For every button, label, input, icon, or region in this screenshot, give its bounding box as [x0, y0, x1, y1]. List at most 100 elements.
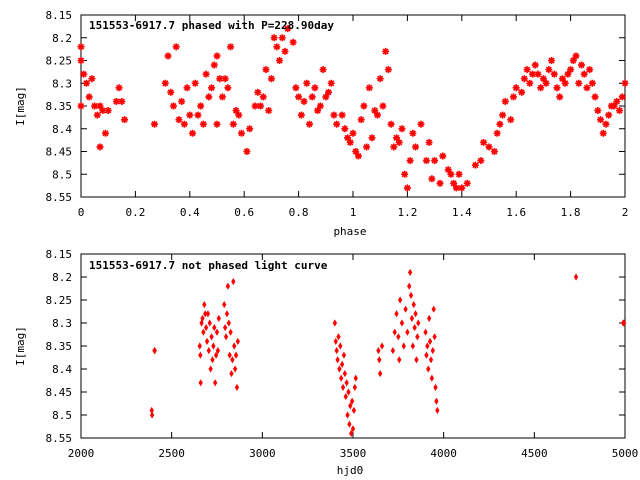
phased-data-point — [550, 70, 558, 78]
phased-x-tick-label: 1 — [350, 206, 357, 219]
phased-data-point — [85, 93, 93, 101]
phased-data-point — [161, 79, 169, 87]
phased-data-point — [322, 93, 330, 101]
unphased-data-point — [433, 383, 438, 391]
phased-data-point — [232, 107, 240, 115]
phased-data-point — [262, 66, 270, 74]
phased-data-point — [175, 116, 183, 124]
phased-data-point — [338, 111, 346, 119]
unphased-x-tick-label: 2500 — [158, 447, 185, 460]
phased-data-point — [452, 184, 460, 192]
phased-data-point — [444, 166, 452, 174]
phased-data-point — [561, 79, 569, 87]
unphased-data-point — [226, 319, 231, 327]
unphased-data-point — [235, 337, 241, 345]
unphased-data-point — [397, 296, 403, 304]
phased-data-point — [425, 138, 433, 146]
unphased-data-point — [223, 324, 228, 332]
phased-data-point — [499, 111, 507, 119]
unphased-data-point — [207, 319, 212, 327]
unphased-data-point — [424, 351, 429, 359]
unphased-data-point — [415, 333, 420, 341]
phased-data-point — [575, 79, 583, 87]
unphased-data-point — [232, 365, 238, 373]
phased-data-point — [237, 129, 245, 137]
phased-data-points — [77, 25, 629, 192]
phased-data-point — [447, 170, 455, 178]
phased-data-point — [224, 84, 232, 92]
unphased-data-point — [423, 328, 428, 336]
phased-data-point — [82, 79, 90, 87]
phased-data-point — [235, 111, 243, 119]
phased-data-point — [354, 152, 362, 160]
phased-y-tick-label: 8.2 — [52, 32, 72, 45]
phased-data-point — [621, 79, 629, 87]
phased-data-point — [417, 120, 425, 128]
unphased-data-point — [152, 347, 157, 355]
phased-data-point — [172, 43, 180, 51]
phased-data-point — [257, 102, 265, 110]
unphased-data-point — [410, 342, 415, 350]
unphased-data-point — [228, 328, 233, 336]
phased-data-point — [104, 107, 112, 115]
unphased-data-point — [399, 319, 405, 327]
phased-data-point — [178, 97, 186, 105]
unphased-data-point — [225, 282, 231, 290]
phased-data-point — [292, 84, 300, 92]
phased-plot: 0 0.2 0.4 0.6 0.8 1 1.2 1.4 1.6 1.8 2 8.158.28.258… — [14, 9, 629, 238]
phased-data-point — [295, 93, 303, 101]
unphased-data-point — [338, 342, 343, 350]
phased-x-tick-label: 0.2 — [125, 206, 145, 219]
unphased-data-point — [352, 383, 357, 391]
phased-data-point — [490, 148, 498, 155]
phased-y-tick-labels: 8.15 8.2 8.25 8.3 8.35 8.4 8.45 8.5 8.55 — [46, 9, 73, 204]
phased-y-tick-label: 8.4 — [52, 123, 72, 136]
phased-data-point — [395, 138, 403, 146]
unphased-data-point — [203, 324, 209, 332]
phased-x-tick-label: 1.2 — [397, 206, 417, 219]
phased-data-point — [96, 143, 104, 151]
unphased-data-point — [204, 337, 210, 345]
unphased-data-point — [407, 282, 412, 290]
phased-y-tick-label: 8.45 — [46, 146, 73, 159]
phased-data-point — [520, 75, 528, 83]
phased-data-point — [205, 93, 213, 101]
phased-data-point — [398, 125, 406, 133]
phased-data-point — [180, 120, 188, 128]
phased-y-tick-label: 8.25 — [46, 55, 73, 68]
unphased-y-tick-label: 8.45 — [46, 386, 73, 399]
phased-data-point — [112, 97, 120, 105]
unphased-y-axis-title: I[mag] — [14, 326, 27, 366]
phased-data-point — [463, 179, 471, 187]
phased-data-point — [586, 66, 594, 74]
phased-data-point — [213, 120, 221, 128]
unphased-data-point — [337, 365, 342, 373]
phased-data-point — [384, 66, 392, 74]
phased-data-point — [88, 75, 96, 83]
phased-y-tick-label: 8.55 — [46, 191, 73, 204]
phased-data-point — [341, 125, 349, 133]
unphased-x-tick-label: 4500 — [521, 447, 548, 460]
phased-data-point — [390, 143, 398, 151]
unphased-data-points — [149, 268, 627, 437]
unphased-data-point — [224, 310, 230, 318]
unphased-data-point — [222, 301, 227, 309]
phased-data-point — [616, 107, 624, 115]
phased-data-point — [471, 161, 479, 169]
unphased-data-point — [216, 314, 221, 322]
phased-data-point — [229, 120, 237, 128]
phased-data-point — [289, 38, 297, 46]
phased-data-point — [431, 157, 439, 165]
phased-data-point — [308, 93, 316, 101]
phased-data-point — [542, 79, 550, 87]
phased-data-point — [270, 34, 278, 42]
phased-data-point — [303, 79, 311, 87]
unphased-data-point — [215, 347, 221, 355]
phased-data-point — [373, 111, 381, 119]
unphased-data-point — [343, 393, 348, 401]
phased-data-point — [267, 75, 275, 83]
phased-x-tick-label: 1.4 — [452, 206, 472, 219]
unphased-data-point — [202, 301, 207, 309]
phased-data-point — [583, 84, 591, 92]
